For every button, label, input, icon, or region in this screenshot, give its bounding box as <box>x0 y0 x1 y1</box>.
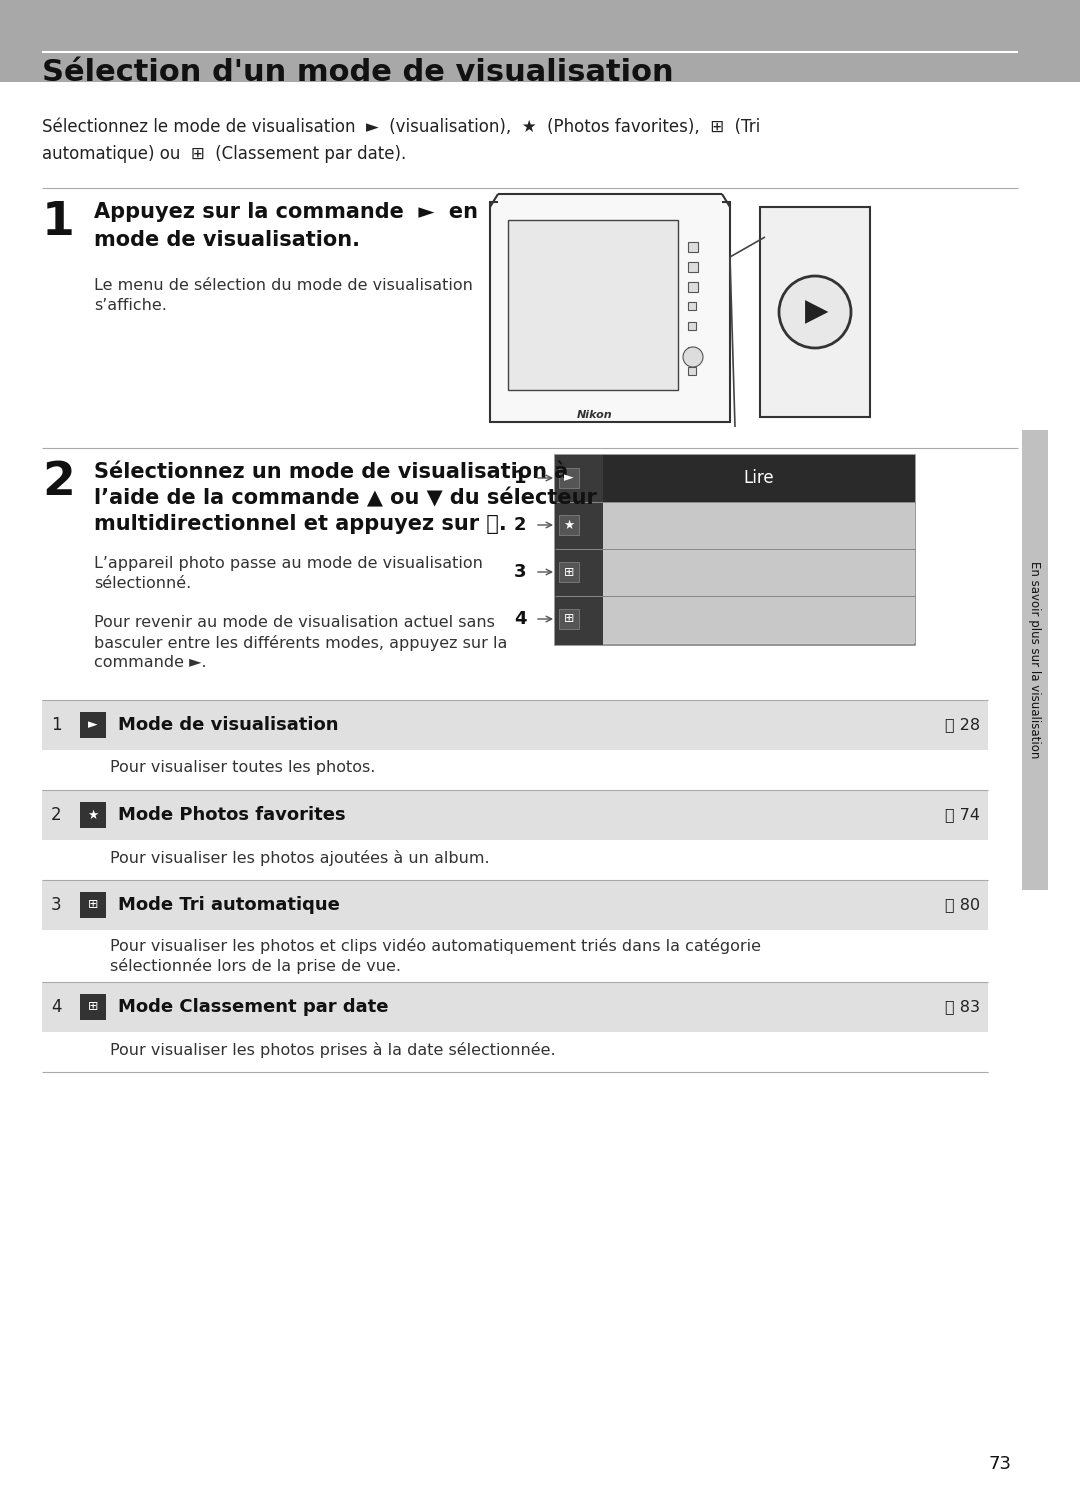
Bar <box>603 502 915 548</box>
Text: Nikon: Nikon <box>577 410 612 421</box>
Text: ★: ★ <box>564 519 575 532</box>
Circle shape <box>683 348 703 367</box>
Text: 📖 80: 📖 80 <box>945 898 980 912</box>
Bar <box>42 791 988 840</box>
Bar <box>555 455 915 645</box>
Circle shape <box>779 276 851 348</box>
Bar <box>559 468 579 487</box>
Text: Sélectionnez le mode de visualisation  ►  (visualisation),  ★  (Photos favorites: Sélectionnez le mode de visualisation ► … <box>42 117 760 137</box>
Bar <box>0 0 1080 82</box>
Text: Sélection d'un mode de visualisation: Sélection d'un mode de visualisation <box>42 58 674 88</box>
Bar <box>760 207 870 418</box>
Bar <box>42 930 988 982</box>
Bar <box>490 202 730 422</box>
Text: Mode Classement par date: Mode Classement par date <box>118 999 389 1016</box>
Text: multidirectionnel et appuyez sur Ⓢ.: multidirectionnel et appuyez sur Ⓢ. <box>94 514 507 533</box>
Bar <box>603 548 915 596</box>
Text: Mode Tri automatique: Mode Tri automatique <box>118 896 340 914</box>
Text: Pour visualiser les photos prises à la date sélectionnée.: Pour visualiser les photos prises à la d… <box>110 1042 555 1058</box>
Bar <box>559 609 579 629</box>
Bar <box>603 455 915 502</box>
Text: 3: 3 <box>514 563 526 581</box>
Text: ►: ► <box>89 719 98 731</box>
Bar <box>559 516 579 535</box>
Bar <box>80 994 106 1019</box>
Text: mode de visualisation.: mode de visualisation. <box>94 230 360 250</box>
Text: 📖 83: 📖 83 <box>945 1000 980 1015</box>
Text: 1: 1 <box>51 716 62 734</box>
Text: Appuyez sur la commande  ►  en: Appuyez sur la commande ► en <box>94 202 478 221</box>
Text: ⊞: ⊞ <box>87 1000 98 1013</box>
Text: 1: 1 <box>514 470 526 487</box>
Text: 4: 4 <box>51 999 62 1016</box>
Text: 4: 4 <box>514 609 526 629</box>
Bar <box>42 840 988 880</box>
Text: basculer entre les différents modes, appuyez sur la: basculer entre les différents modes, app… <box>94 635 508 651</box>
Bar <box>688 367 696 374</box>
Text: 1: 1 <box>42 201 75 245</box>
Text: Sélectionnez un mode de visualisation à: Sélectionnez un mode de visualisation à <box>94 462 568 481</box>
Text: ►: ► <box>564 471 573 484</box>
Text: Mode Photos favorites: Mode Photos favorites <box>118 805 346 825</box>
Bar <box>688 242 698 253</box>
Text: ▶: ▶ <box>806 297 828 327</box>
Text: En savoir plus sur la visualisation: En savoir plus sur la visualisation <box>1028 562 1041 759</box>
Text: ⊞: ⊞ <box>564 566 575 578</box>
Text: ⊞: ⊞ <box>87 899 98 911</box>
Text: 2: 2 <box>514 516 526 533</box>
Text: 📖 28: 📖 28 <box>945 718 980 733</box>
Bar <box>688 262 698 272</box>
Text: ★: ★ <box>87 808 98 822</box>
Text: L’appareil photo passe au mode de visualisation: L’appareil photo passe au mode de visual… <box>94 556 483 571</box>
Bar <box>80 802 106 828</box>
Bar <box>1022 429 1048 890</box>
Text: Pour visualiser les photos ajoutées à un album.: Pour visualiser les photos ajoutées à un… <box>110 850 489 866</box>
Text: sélectionné.: sélectionné. <box>94 577 191 591</box>
Bar <box>688 282 698 293</box>
Bar <box>688 322 696 330</box>
Text: Pour visualiser les photos et clips vidéo automatiquement triés dans la catégori: Pour visualiser les photos et clips vidé… <box>110 938 761 954</box>
Text: Mode de visualisation: Mode de visualisation <box>118 716 338 734</box>
Text: Pour revenir au mode de visualisation actuel sans: Pour revenir au mode de visualisation ac… <box>94 615 495 630</box>
Bar <box>508 220 678 389</box>
Text: sélectionnée lors de la prise de vue.: sélectionnée lors de la prise de vue. <box>110 958 401 973</box>
Bar <box>603 596 915 643</box>
Bar <box>688 302 696 311</box>
Bar <box>42 750 988 791</box>
Text: Pour visualiser toutes les photos.: Pour visualiser toutes les photos. <box>110 759 376 776</box>
Text: Lire: Lire <box>744 470 774 487</box>
Text: 73: 73 <box>989 1455 1012 1473</box>
Bar <box>80 712 106 739</box>
Text: 2: 2 <box>51 805 62 825</box>
Bar <box>559 562 579 583</box>
Bar <box>42 880 988 930</box>
Text: 📖 74: 📖 74 <box>945 807 980 822</box>
Bar <box>555 455 603 645</box>
Text: Le menu de sélection du mode de visualisation
s’affiche.: Le menu de sélection du mode de visualis… <box>94 278 473 312</box>
Text: commande ►.: commande ►. <box>94 655 206 670</box>
Bar <box>80 892 106 918</box>
Bar <box>42 982 988 1031</box>
Text: 2: 2 <box>42 461 75 505</box>
Bar <box>42 700 988 750</box>
Bar <box>42 1031 988 1071</box>
Text: l’aide de la commande ▲ ou ▼ du sélecteur: l’aide de la commande ▲ ou ▼ du sélecteu… <box>94 487 597 508</box>
Bar <box>498 195 723 212</box>
Text: ⊞: ⊞ <box>564 612 575 626</box>
Bar <box>688 348 696 355</box>
Text: 3: 3 <box>51 896 62 914</box>
Text: automatique) ou  ⊞  (Classement par date).: automatique) ou ⊞ (Classement par date). <box>42 146 406 163</box>
